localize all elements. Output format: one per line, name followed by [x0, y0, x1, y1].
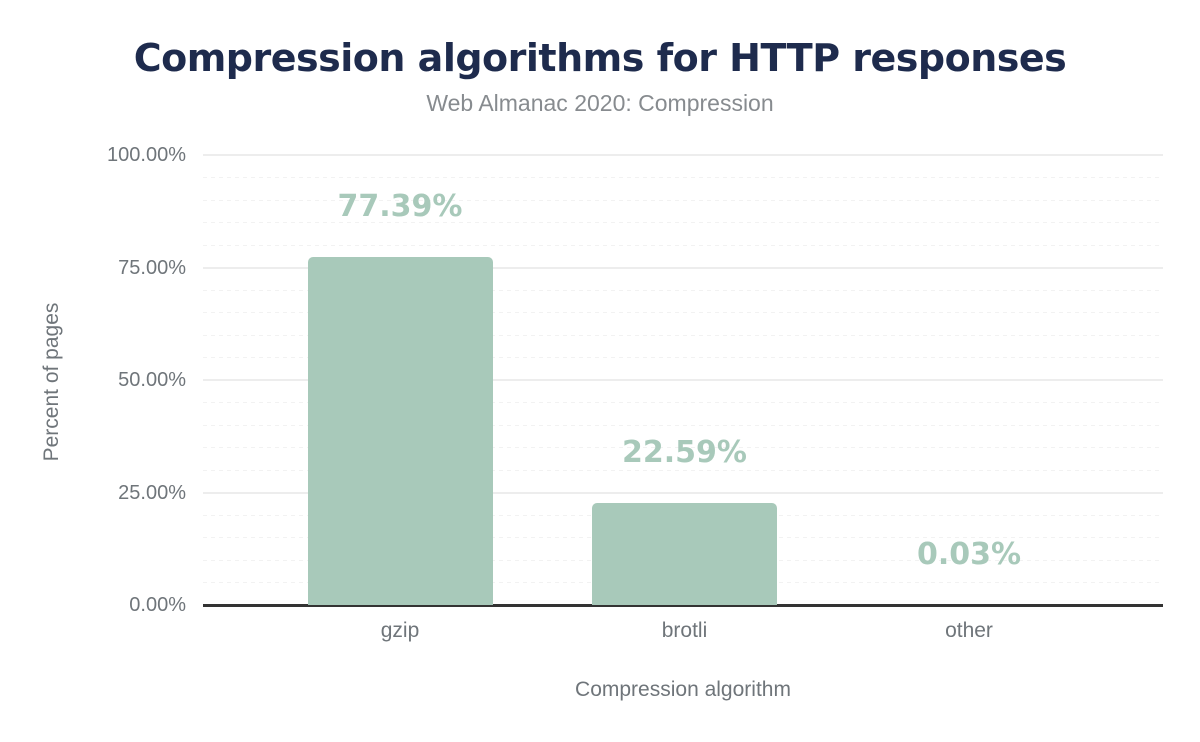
gridline-minor [203, 424, 1163, 426]
y-tick-label: 100.00% [107, 144, 186, 166]
category-label-gzip: gzip [380, 619, 420, 642]
gridline-minor [203, 177, 1163, 178]
y-tick-label: 25.00% [118, 481, 186, 504]
gridline-minor [203, 402, 1163, 403]
gridline-minor [203, 447, 1163, 448]
gridline-minor [203, 469, 1163, 471]
gridline-minor [203, 222, 1163, 223]
gridline-minor [203, 289, 1163, 291]
bar-gzip[interactable] [307, 256, 493, 605]
chart-title: Compression algorithms for HTTP response… [133, 36, 1067, 80]
category-label-other: other [945, 619, 993, 642]
gridline-minor [203, 199, 1163, 201]
value-label-other: 0.03% [916, 537, 1022, 572]
value-label-brotli: 22.59% [622, 435, 747, 471]
gridline-minor [203, 357, 1163, 358]
category-label-brotli: brotli [661, 619, 708, 642]
x-axis-title: Compression algorithm [575, 678, 791, 701]
value-label-gzip: 77.39% [337, 188, 463, 224]
gridline-major [203, 379, 1163, 381]
bar-brotli[interactable] [592, 503, 777, 605]
x-axis-line [203, 604, 1163, 607]
y-tick-label: 0.00% [129, 594, 186, 616]
gridline-major [203, 491, 1163, 494]
gridline-major [203, 266, 1163, 269]
y-tick-label: 50.00% [118, 369, 186, 391]
chart-subtitle: Web Almanac 2020: Compression [426, 90, 774, 116]
gridline-minor [203, 312, 1163, 313]
gridline-minor [203, 244, 1163, 246]
y-tick-label: 75.00% [118, 256, 186, 279]
gridline-minor [203, 334, 1163, 336]
gridline-major [203, 154, 1163, 156]
